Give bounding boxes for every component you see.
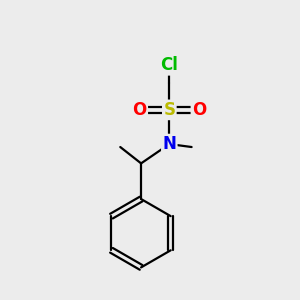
Text: O: O: [133, 101, 147, 119]
Text: O: O: [192, 101, 206, 119]
Text: Cl: Cl: [160, 56, 178, 74]
Text: N: N: [162, 135, 176, 153]
Text: S: S: [163, 101, 175, 119]
